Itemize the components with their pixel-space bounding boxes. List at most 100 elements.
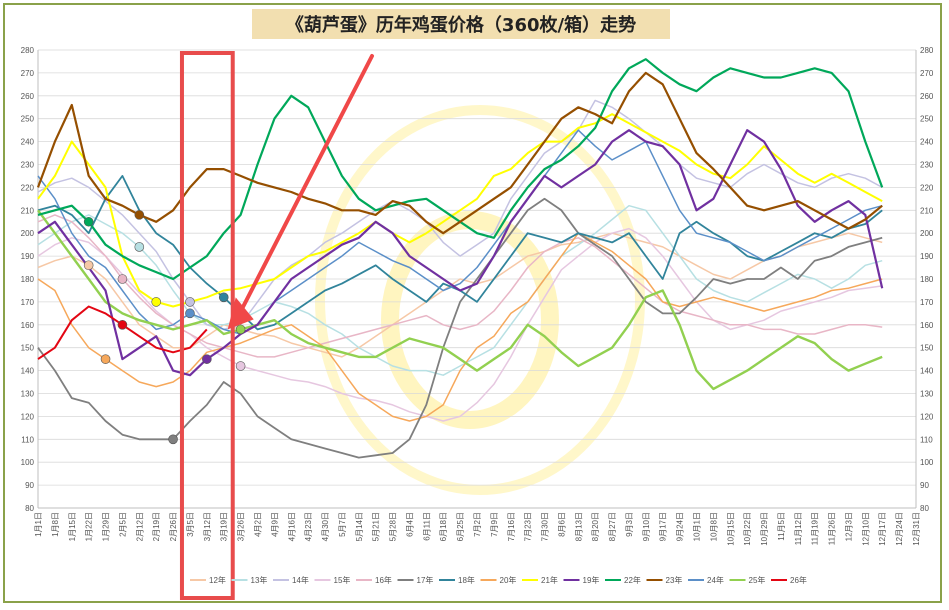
y-tick-label-left: 280 <box>21 46 35 55</box>
series-marker-12年 <box>83 260 94 271</box>
legend-label-12年: 12年 <box>209 575 226 585</box>
legend-label-23年: 23年 <box>666 575 683 585</box>
y-tick-label-right: 220 <box>920 183 934 192</box>
y-tick-label-right: 200 <box>920 229 934 238</box>
legend-label-20年: 20年 <box>500 575 517 585</box>
y-tick-label-right: 180 <box>920 275 934 284</box>
chart-title-banner: 《葫芦蛋》历年鸡蛋价格（360枚/箱）走势 <box>252 9 670 39</box>
series-line-25年 <box>37 209 883 391</box>
watermark-ring-outer <box>315 105 645 495</box>
x-tick-label: 9月17日 <box>659 512 668 541</box>
y-tick-label-left: 230 <box>21 161 35 170</box>
series-marker-25年 <box>235 324 246 335</box>
y-tick-label-left: 130 <box>21 390 35 399</box>
y-tick-label-left: 90 <box>25 481 34 490</box>
x-tick-label: 1月15日 <box>68 512 77 541</box>
series-line-18年 <box>37 174 883 331</box>
y-tick-label-right: 160 <box>920 321 934 330</box>
x-tick-label: 12月10日 <box>861 512 870 546</box>
y-tick-label-right: 140 <box>920 367 934 376</box>
series-marker-22年 <box>83 216 94 227</box>
x-tick-label: 3月12日 <box>203 512 212 541</box>
x-tick-label: 5月28日 <box>389 512 398 541</box>
x-tick-label: 2月5日 <box>118 512 127 537</box>
y-tick-label-left: 210 <box>21 206 35 215</box>
y-tick-label-left: 270 <box>21 69 35 78</box>
x-tick-label: 9月24日 <box>676 512 685 541</box>
y-tick-label-right: 130 <box>920 390 934 399</box>
x-tick-label: 11月26日 <box>828 512 837 545</box>
y-tick-label-right: 90 <box>920 481 929 490</box>
series-marker-13年 <box>134 242 145 252</box>
x-tick-label: 10月29日 <box>760 512 769 546</box>
x-tick-label: 8月6日 <box>557 512 566 537</box>
legend-label-22年: 22年 <box>624 575 641 585</box>
legend-label-18年: 18年 <box>458 575 475 585</box>
x-tick-label: 2月19日 <box>152 512 161 541</box>
legend-label-26年: 26年 <box>790 575 807 585</box>
x-tick-label: 4月2日 <box>254 512 263 537</box>
series-marker-18年 <box>218 292 229 303</box>
y-tick-label-right: 190 <box>920 252 934 261</box>
y-tick-label-left: 190 <box>21 252 35 261</box>
arrow-shaft <box>239 54 374 312</box>
legend-label-16年: 16年 <box>375 575 392 585</box>
x-tick-label: 12月31日 <box>912 512 921 546</box>
x-tick-label: 8月13日 <box>574 512 583 541</box>
series-marker-21年 <box>151 297 161 307</box>
series-line-13年 <box>37 204 883 376</box>
series-line-23年 <box>36 71 883 235</box>
legend-label-15年: 15年 <box>334 575 351 585</box>
x-tick-label: 10月8日 <box>709 512 718 541</box>
y-tick-label-left: 150 <box>21 344 35 353</box>
series-marker-19年 <box>202 354 212 364</box>
legend-label-24年: 24年 <box>707 575 724 585</box>
y-tick-label-right: 240 <box>920 138 934 147</box>
x-tick-label: 4月23日 <box>304 512 313 541</box>
y-tick-label-right: 270 <box>920 69 934 78</box>
x-tick-label: 3月5日 <box>186 512 195 537</box>
x-tick-label: 5月7日 <box>338 512 347 537</box>
x-tick-label: 10月15日 <box>726 512 735 546</box>
y-tick-label-right: 230 <box>920 161 934 170</box>
x-tick-label: 8月27日 <box>608 512 617 541</box>
arrow-head <box>227 297 254 330</box>
x-tick-label: 6月25日 <box>456 512 465 541</box>
x-tick-label: 7月30日 <box>541 512 550 541</box>
x-tick-label: 4月16日 <box>287 512 296 541</box>
legend-label-14年: 14年 <box>292 575 309 585</box>
legend-label-13年: 13年 <box>251 575 268 585</box>
x-tick-label: 3月19日 <box>220 512 229 541</box>
x-tick-label: 1月1日 <box>34 512 43 537</box>
series-marker-24年 <box>185 308 195 319</box>
x-tick-label: 2月26日 <box>169 512 178 541</box>
chart-title: 《葫芦蛋》历年鸡蛋价格（360枚/箱）走势 <box>285 15 637 36</box>
x-tick-label: 5月21日 <box>372 512 381 541</box>
legend-label-19年: 19年 <box>583 575 600 585</box>
y-tick-label-left: 120 <box>21 412 35 421</box>
series-line-19年 <box>37 129 884 377</box>
x-axis: 1月1日 1月8日 1月15日 1月22日 1月29日 2月5日 2月12日 2月19日 2月2… <box>34 507 921 546</box>
x-tick-label: 8月20日 <box>591 512 600 541</box>
series-line-17年 <box>37 197 883 459</box>
annotations <box>179 51 374 600</box>
series-line-12年 <box>37 232 883 358</box>
series-line-20年 <box>37 232 883 422</box>
x-tick-label: 7月2日 <box>473 512 482 537</box>
x-tick-label: 10月1日 <box>693 512 702 541</box>
y-tick-label-right: 100 <box>920 458 934 467</box>
y-tick-label-right: 250 <box>920 115 934 124</box>
y-tick-label-left: 200 <box>21 229 35 238</box>
x-tick-label: 4月30日 <box>321 512 330 541</box>
y-tick-label-left: 80 <box>25 504 34 513</box>
y-tick-label-left: 260 <box>21 92 35 101</box>
y-tick-label-left: 160 <box>21 321 35 330</box>
y-tick-label-right: 210 <box>920 206 934 215</box>
x-tick-label: 7月23日 <box>524 512 533 541</box>
x-tick-label: 7月9日 <box>490 512 499 537</box>
y-tick-label-right: 170 <box>920 298 934 307</box>
y-tick-label-right: 80 <box>920 504 929 513</box>
series-marker-17年 <box>168 434 178 445</box>
x-tick-label: 1月22日 <box>85 512 94 541</box>
series-marker-23年 <box>134 210 145 220</box>
